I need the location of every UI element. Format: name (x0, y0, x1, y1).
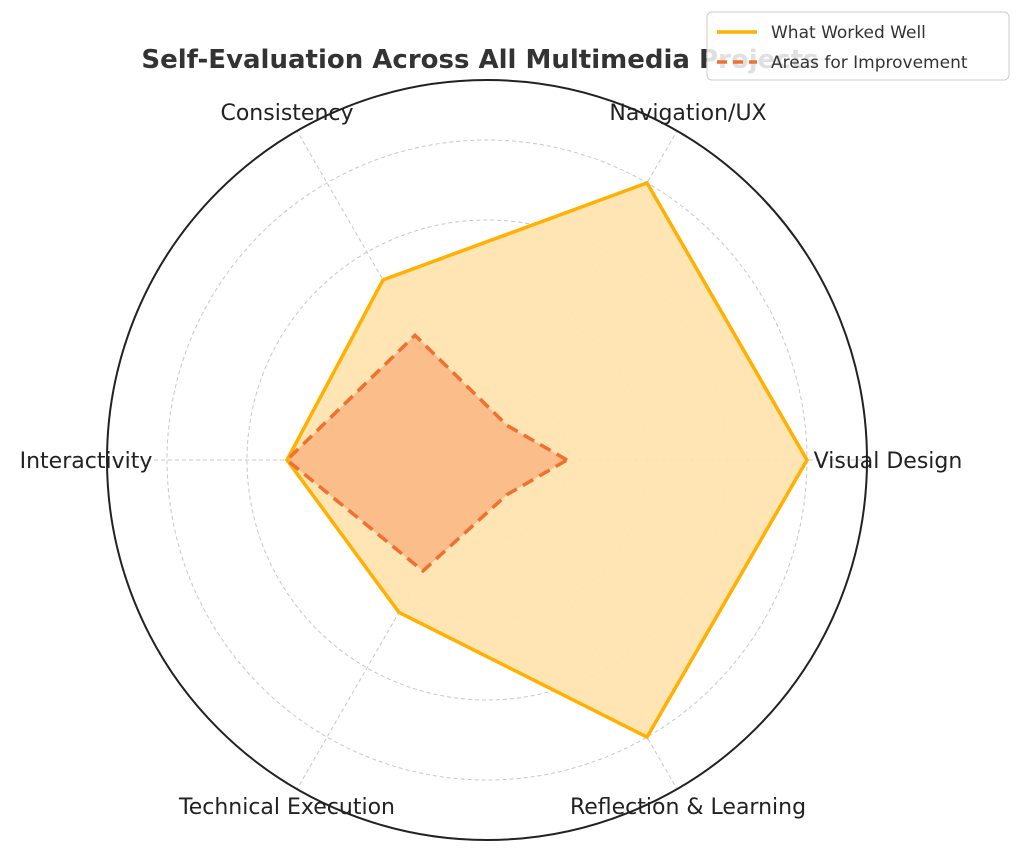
chart-title: Self-Evaluation Across All Multimedia Pr… (141, 45, 818, 75)
series-area-2 (287, 335, 567, 571)
axis-label-5: Technical Execution (178, 795, 395, 820)
axis-labels: Visual Design Navigation/UX Consistency Int… (20, 101, 963, 820)
series-line-2 (284, 332, 571, 574)
legend-box (706, 11, 1010, 81)
legend-label-2: Areas for Improvement (771, 53, 968, 73)
axis-label-6: Reflection & Learning (570, 795, 806, 820)
axis-label-1: Visual Design (814, 449, 963, 474)
polar-frame (106, 79, 868, 841)
legend: What Worked Well Areas for Improvement (706, 11, 1010, 81)
axis-label-4: Interactivity (20, 449, 153, 474)
radar-series (284, 180, 810, 740)
axis-label-2: Navigation/UX (609, 101, 766, 126)
series-line-1 (284, 180, 810, 740)
legend-label-1: What Worked Well (771, 23, 926, 43)
axis-label-3: Consistency (220, 101, 353, 126)
